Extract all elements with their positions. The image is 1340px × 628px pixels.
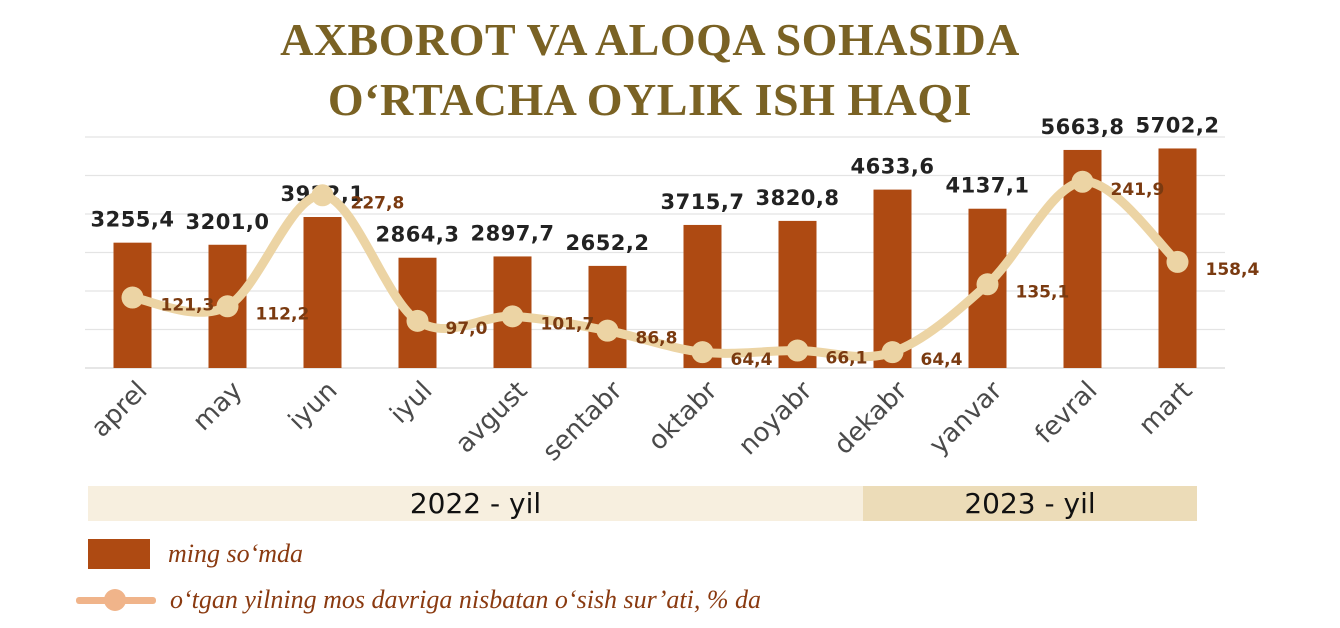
bar-sentabr: [588, 265, 627, 368]
line-point-noyabr: [786, 339, 809, 362]
bar-value-label: 4633,6: [850, 155, 934, 179]
legend-line-label: o‘tgan yilning mos davriga nisbatan o‘si…: [170, 585, 762, 614]
bar-value-label: 2897,7: [470, 221, 554, 245]
line-point-yanvar: [976, 273, 999, 296]
bar-value-label: 3255,4: [90, 208, 174, 232]
legend-item-line: o‘tgan yilning mos davriga nisbatan o‘si…: [76, 580, 761, 620]
x-tick-label: aprel: [86, 376, 154, 444]
legend-bar-label: ming so‘mda: [168, 539, 304, 568]
line-point-fevral: [1071, 170, 1094, 193]
line-point-aprel: [121, 286, 144, 309]
legend-line-swatch: [76, 585, 156, 615]
line-point-iyul: [406, 309, 429, 332]
x-tick-label: mart: [1133, 376, 1198, 441]
x-tick-label: fevral: [1030, 376, 1104, 450]
line-point-avgust: [501, 305, 524, 328]
bar-value-label: 4137,1: [945, 174, 1029, 198]
bar-value-label: 3820,8: [755, 186, 839, 210]
year-band-2022: 2022 - yil: [88, 486, 863, 521]
x-tick-label: sentabr: [537, 376, 629, 468]
x-tick-label: yanvar: [924, 376, 1009, 461]
bar-value-label: 3715,7: [660, 190, 744, 214]
line-value-label: 66,1: [826, 349, 868, 369]
x-tick-label: dekabr: [828, 376, 913, 461]
line-value-label: 241,9: [1111, 180, 1165, 200]
legend-bar-swatch: [88, 539, 150, 569]
chart-title-line-2: O‘RTACHA OYLIK ISH HAQI: [327, 74, 973, 125]
line-point-mart: [1166, 250, 1189, 273]
x-tick-label: oktabr: [643, 376, 724, 457]
line-point-dekabr: [881, 341, 904, 364]
x-tick-label: iyul: [384, 376, 438, 430]
line-point-oktabr: [691, 341, 714, 364]
bar-dekabr: [873, 189, 912, 368]
x-tick-label: noyabr: [733, 376, 819, 462]
chart-title-line-1: AXBOROT VA ALOQA SOHASIDA: [280, 14, 1020, 65]
line-point-sentabr: [596, 319, 619, 342]
bar-value-label: 2864,3: [375, 223, 459, 247]
line-point-may: [216, 295, 239, 318]
year-band-2023: 2023 - yil: [863, 486, 1197, 521]
line-value-label: 64,4: [731, 350, 773, 370]
x-tick-label: may: [187, 376, 248, 437]
line-value-label: 121,3: [161, 296, 215, 316]
line-value-label: 86,8: [636, 329, 678, 349]
x-tick-label: avgust: [450, 376, 533, 459]
bar-iyun: [303, 216, 342, 368]
bar-value-label: 2652,2: [565, 231, 649, 255]
growth-rate-line: [128, 177, 1182, 362]
bar-value-label: 3201,0: [185, 210, 269, 234]
line-point-iyun: [311, 184, 334, 207]
line-value-label: 158,4: [1206, 260, 1260, 280]
line-value-label: 227,8: [351, 193, 405, 213]
bar-value-label: 5702,2: [1135, 113, 1219, 137]
x-tick-label: iyun: [283, 376, 344, 437]
bar-value-label: 5663,8: [1040, 115, 1124, 139]
legend-item-bar: ming so‘mda: [76, 534, 303, 574]
line-value-label: 135,1: [1016, 282, 1070, 302]
line-value-label: 97,0: [446, 319, 488, 339]
line-value-label: 112,2: [256, 304, 310, 324]
line-value-label: 64,4: [921, 350, 963, 370]
chart-plot: 3255,43201,03922,12864,32897,72652,23715…: [85, 113, 1260, 468]
line-value-label: 101,7: [541, 314, 595, 334]
